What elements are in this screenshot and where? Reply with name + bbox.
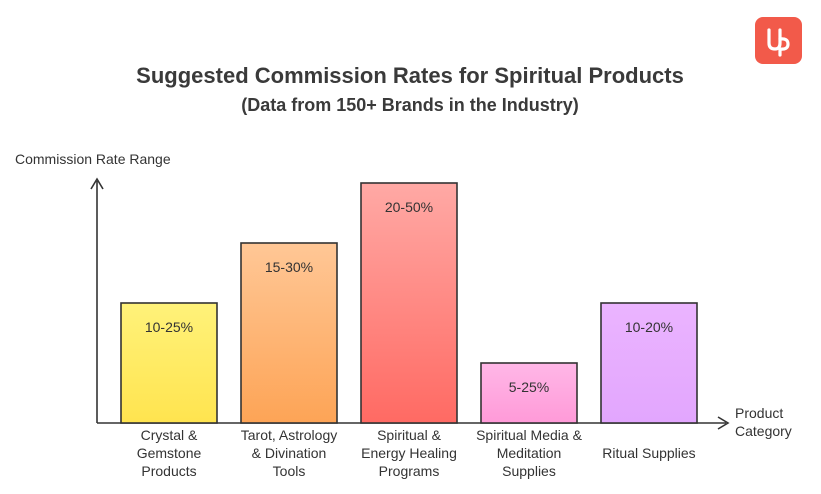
chart-subtitle: (Data from 150+ Brands in the Industry) bbox=[241, 95, 579, 115]
tick-label: Spiritual Media & Meditation Supplies bbox=[476, 427, 582, 479]
bar bbox=[120, 302, 218, 424]
data-label: 10-25% bbox=[145, 319, 193, 335]
data-label: 15-30% bbox=[265, 259, 313, 275]
tick-label: Crystal & Gemstone Products bbox=[137, 427, 202, 479]
bar bbox=[600, 302, 698, 424]
bar bbox=[240, 242, 338, 424]
x-axis-label-text: Product Category bbox=[735, 405, 792, 439]
data-label: 5-25% bbox=[509, 379, 549, 395]
y-axis bbox=[90, 177, 104, 423]
tick-label: Spiritual & Energy Healing Programs bbox=[361, 427, 457, 479]
data-label: 10-20% bbox=[625, 319, 673, 335]
y-axis-label: Commission Rate Range bbox=[15, 151, 171, 167]
up-logo-icon bbox=[755, 17, 802, 64]
bar bbox=[360, 182, 458, 424]
tick-label: Ritual Supplies bbox=[602, 445, 695, 461]
data-label: 20-50% bbox=[385, 199, 433, 215]
x-axis-label: Product Category bbox=[735, 405, 792, 439]
bar bbox=[480, 362, 578, 424]
chart-title: Suggested Commission Rates for Spiritual… bbox=[136, 63, 684, 88]
tick-label: Tarot, Astrology & Divination Tools bbox=[241, 427, 338, 479]
